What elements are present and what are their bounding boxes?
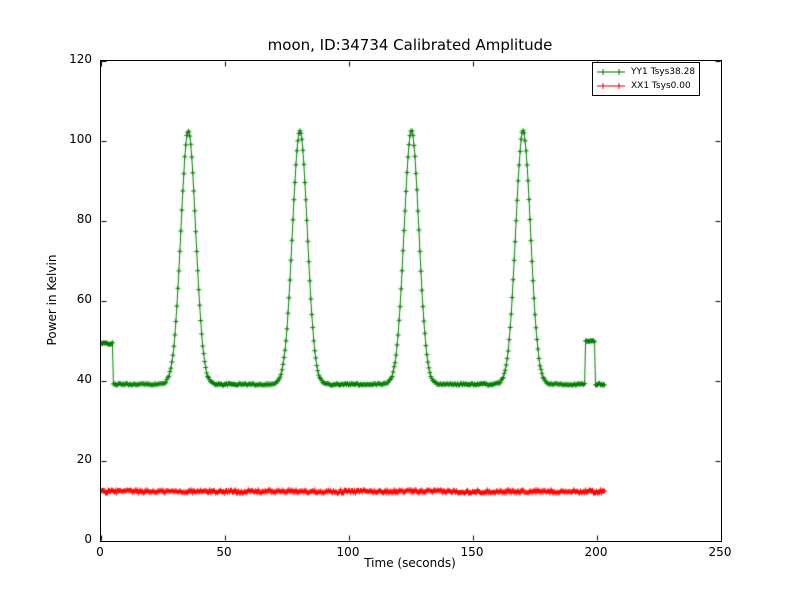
y-tick-label: 60 <box>76 292 92 306</box>
x-tick-label: 50 <box>216 545 232 559</box>
legend-entry: YY1 Tsys38.28 <box>596 65 695 79</box>
y-tick-label: 80 <box>76 212 92 226</box>
x-tick-label: 150 <box>460 545 484 559</box>
y-tick-label: 40 <box>76 372 92 386</box>
legend-line-sample <box>597 83 625 89</box>
x-tick-label: 0 <box>96 545 104 559</box>
y-tick-label: 20 <box>76 452 92 466</box>
x-axis-label: Time (seconds) <box>364 556 456 570</box>
chart-title: moon, ID:34734 Calibrated Amplitude <box>267 36 553 54</box>
y-tick-label: 120 <box>69 52 92 66</box>
legend-entry-label: XX1 Tsys0.00 <box>631 81 691 91</box>
x-tick-label: 200 <box>584 545 608 559</box>
x-tick-label: 100 <box>336 545 360 559</box>
plot-canvas <box>101 61 721 541</box>
y-tick-label: 100 <box>69 132 92 146</box>
legend-line-sample <box>597 69 625 75</box>
plot-area <box>100 60 722 542</box>
legend-entry: XX1 Tsys0.00 <box>596 79 695 93</box>
y-tick-label: 0 <box>84 532 92 546</box>
x-tick-label: 250 <box>708 545 732 559</box>
legend: YY1 Tsys38.28 XX1 Tsys0.00 <box>592 62 701 96</box>
legend-entry-label: YY1 Tsys38.28 <box>631 67 696 77</box>
